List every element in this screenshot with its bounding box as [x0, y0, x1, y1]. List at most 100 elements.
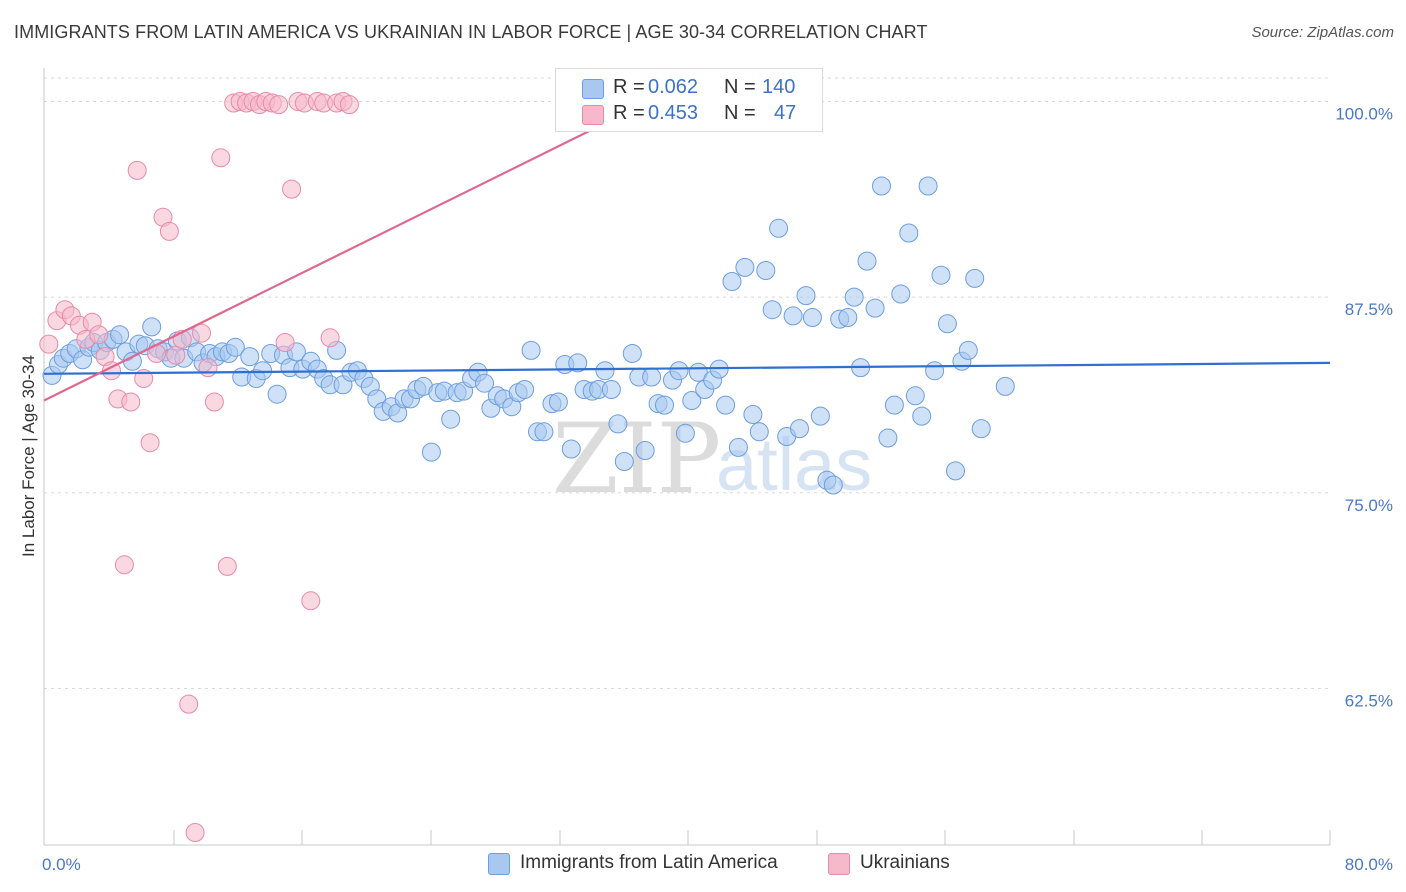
trend-layer — [43, 81, 1331, 402]
ukrainian-point — [89, 325, 109, 345]
latin-america-point — [595, 361, 615, 381]
y-tick-labels: 62.5% 75.0% 87.5% 100.0% — [1335, 104, 1393, 710]
latin-america-point — [655, 395, 674, 415]
blue-swatch-icon — [582, 79, 604, 99]
ukrainian-point — [140, 433, 160, 453]
ukrainian-point — [179, 694, 199, 714]
latin-america-point — [937, 314, 957, 334]
latin-america-point — [878, 428, 898, 448]
latin-america-point — [965, 268, 985, 288]
latin-america-point — [515, 380, 535, 399]
latin-america-point — [756, 261, 776, 280]
stat-n-value: 140 — [762, 76, 796, 98]
ukrainian-point — [204, 392, 224, 412]
legend-label: Ukrainians — [860, 852, 950, 873]
latin-america-point — [534, 422, 554, 442]
stat-r-value: 0.062 — [648, 76, 699, 98]
latin-america-point — [548, 392, 568, 412]
latin-america-point — [225, 337, 245, 357]
ukrainian-point — [211, 148, 231, 168]
latin-america-point — [884, 395, 904, 415]
ukrainian-point — [127, 160, 147, 180]
y-tick-label: 75.0% — [1345, 496, 1393, 515]
latin-america-point — [838, 308, 858, 327]
stat-r-label: R = — [613, 76, 645, 98]
latin-america-point — [802, 308, 822, 327]
latin-america-point — [872, 176, 891, 196]
latin-america-point — [810, 406, 830, 426]
ukrainian-point — [121, 392, 141, 412]
ukrainian-point — [339, 95, 359, 115]
stats-row-pink: R = 0.453 N = 47 — [556, 102, 822, 128]
stat-r-value: 0.453 — [648, 102, 699, 124]
stats-box: R = 0.062 N = 140 R = 0.453 N = 47 — [555, 68, 823, 132]
latin-america-point — [441, 409, 461, 429]
ukrainian-point — [217, 556, 237, 576]
y-tick-label: 62.5% — [1345, 691, 1393, 710]
stat-n-value: 47 — [774, 102, 797, 124]
latin-america-point — [622, 344, 642, 363]
y-axis-label: In Labor Force | Age 30-34 — [19, 355, 38, 557]
latin-america-point — [142, 317, 162, 337]
latin-america-point — [925, 361, 945, 381]
legend: Immigrants from Latin America Ukrainians — [0, 852, 1406, 878]
latin-america-point — [421, 442, 441, 462]
latin-america-point — [918, 176, 938, 196]
latin-america-point — [110, 325, 130, 345]
latin-america-point — [823, 475, 843, 495]
ukrainian-point — [269, 95, 289, 115]
latin-america-point — [899, 223, 919, 243]
latin-america-point — [749, 422, 769, 442]
watermark-zip: ZIP — [552, 403, 721, 515]
gridlines — [44, 77, 1330, 689]
latin-america-point — [614, 452, 634, 471]
chart-title: IMMIGRANTS FROM LATIN AMERICA VS UKRAINI… — [14, 22, 928, 42]
source-credit: Source: ZipAtlas.com — [1251, 24, 1394, 41]
latin-america-point — [769, 218, 789, 238]
latin-america-point — [995, 376, 1015, 396]
stats-row-blue: R = 0.062 N = 140 — [556, 76, 822, 102]
latin-america-point — [912, 406, 932, 426]
latin-america-point — [790, 419, 809, 439]
latin-america-point — [635, 441, 655, 460]
y-tick-label: 87.5% — [1345, 300, 1393, 319]
latin-america-point — [240, 347, 260, 367]
latin-america-point — [682, 391, 702, 410]
latin-america-point — [716, 395, 736, 415]
y-tick-label: 100.0% — [1335, 104, 1393, 123]
ukrainian-point — [192, 323, 211, 343]
ukrainian-point — [275, 333, 295, 352]
latin-america-point — [958, 340, 978, 360]
latin-america-point — [642, 367, 662, 387]
latin-america-point — [722, 272, 742, 291]
legend-label: Immigrants from Latin America — [520, 852, 778, 873]
latin-america-point — [561, 439, 581, 459]
ukrainian-point — [198, 358, 218, 378]
stat-n-label: N = — [724, 102, 756, 124]
x-tick-labels: 0.0% 80.0% — [42, 855, 1393, 874]
stat-n-label: N = — [724, 76, 756, 98]
latin-america-point — [521, 340, 541, 360]
x-tick-label-min: 0.0% — [42, 855, 81, 874]
latin-america-point — [608, 414, 628, 434]
ukrainian-point — [320, 328, 340, 348]
latin-america-point — [931, 265, 951, 285]
latin-america-point — [675, 423, 695, 443]
ukrainian-point — [114, 555, 134, 575]
latin-america-point — [946, 461, 965, 481]
latin-america-point — [865, 298, 885, 318]
ukrainian-trend-line — [43, 81, 688, 402]
points-layer — [39, 92, 1015, 842]
latin-america-point — [568, 353, 588, 373]
pink-swatch-icon — [582, 105, 604, 125]
pink-swatch-icon — [828, 853, 850, 875]
latin-america-point — [857, 251, 877, 271]
latin-america-point — [669, 361, 689, 381]
latin-america-point — [844, 287, 864, 307]
latin-america-trend-line — [43, 361, 1331, 375]
latin-america-point — [891, 284, 911, 304]
latin-america-point — [475, 373, 494, 393]
latin-america-point — [905, 386, 925, 406]
latin-america-point — [796, 286, 816, 306]
